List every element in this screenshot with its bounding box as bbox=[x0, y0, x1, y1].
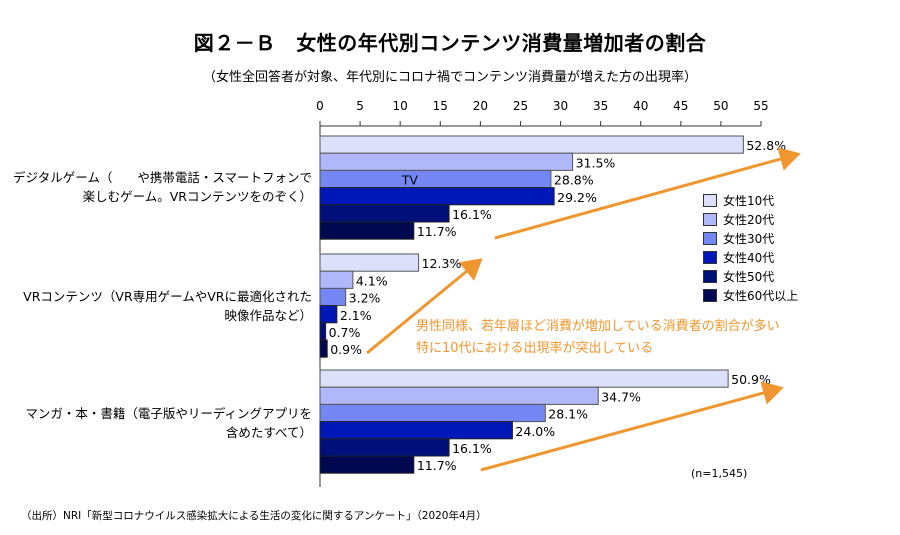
bar bbox=[319, 403, 546, 423]
legend-label: 女性50代 bbox=[723, 270, 775, 284]
x-tick-label: 15 bbox=[433, 99, 448, 113]
legend-swatch bbox=[703, 251, 717, 264]
bar bbox=[319, 287, 347, 307]
bar bbox=[319, 305, 338, 324]
trend-arrow bbox=[494, 147, 801, 240]
bar bbox=[319, 169, 552, 189]
data-label: 16.1% bbox=[452, 207, 492, 222]
legend-item: 女性30代 bbox=[703, 229, 798, 248]
annotation-line: 男性同様、若年層ほど消費が増加している消費者の割合が多い bbox=[416, 319, 780, 334]
annotation-text: 男性同様、若年層ほど消費が増加している消費者の割合が多い 特に10代における出現… bbox=[416, 316, 780, 360]
bar bbox=[319, 386, 599, 405]
category-label-line: 含めたすべて） bbox=[225, 425, 312, 440]
bar bbox=[319, 322, 327, 341]
chart-title: 図２－Ｂ 女性の年代別コンテンツ消費量増加者の割合 bbox=[193, 31, 707, 55]
legend-swatch bbox=[703, 194, 717, 207]
source-note: （出所）NRI「新型コロナウイルス感染拡大による生活の変化に関するアンケート」（… bbox=[21, 510, 487, 522]
bar bbox=[319, 270, 354, 289]
category-label-line: デジタルゲーム（ や携帯電話・スマートフォンで bbox=[12, 170, 312, 185]
bar bbox=[319, 221, 415, 240]
data-label: 12.3% bbox=[422, 256, 462, 271]
data-label: 34.7% bbox=[601, 389, 641, 404]
category-label-line: マンガ・本・書籍（電子版やリーディングアプリを bbox=[25, 406, 312, 421]
legend-item: 女性20代 bbox=[703, 210, 798, 229]
annotation-line: 特に10代における出現率が突出している bbox=[416, 341, 654, 356]
x-tick-label: 50 bbox=[713, 99, 728, 113]
bar bbox=[319, 339, 328, 358]
category-label-digital-game: デジタルゲーム（ や携帯電話・スマートフォンで 楽しむゲーム。VRコンテンツをの… bbox=[2, 168, 312, 206]
x-tick-label: 30 bbox=[553, 99, 568, 113]
legend-label: 女性20代 bbox=[723, 213, 775, 227]
bar bbox=[319, 421, 513, 440]
legend-item: 女性60代以上 bbox=[703, 286, 798, 305]
inbar-text: TV bbox=[401, 173, 419, 188]
data-label: 0.7% bbox=[329, 325, 361, 340]
category-label-line: VRコンテンツ（VR専用ゲームやVRに最適化された bbox=[23, 289, 312, 304]
data-label: 4.1% bbox=[356, 273, 388, 288]
legend-item: 女性50代 bbox=[703, 267, 798, 286]
category-label-manga-books: マンガ・本・書籍（電子版やリーディングアプリを 含めたすべて） bbox=[2, 404, 312, 442]
data-label: 0.9% bbox=[330, 342, 362, 357]
category-label-line: 楽しむゲーム。VRコンテンツをのぞく） bbox=[82, 189, 312, 204]
data-label: 52.8% bbox=[746, 138, 786, 153]
bar bbox=[319, 152, 574, 171]
data-label: 11.7% bbox=[417, 458, 457, 473]
data-label: 28.1% bbox=[548, 407, 588, 422]
bar bbox=[319, 253, 420, 272]
category-label-line: 映像作品など） bbox=[224, 308, 312, 323]
x-tick-label: 20 bbox=[473, 99, 488, 113]
bar bbox=[319, 455, 415, 474]
x-tick-label: 45 bbox=[673, 99, 688, 113]
x-tick-label: 55 bbox=[753, 99, 768, 113]
data-label: 31.5% bbox=[576, 155, 616, 170]
data-label: 16.1% bbox=[452, 441, 492, 456]
legend-swatch bbox=[703, 232, 717, 245]
data-label: 28.8% bbox=[554, 173, 594, 188]
x-tick-label: 40 bbox=[633, 99, 648, 113]
bar bbox=[319, 187, 555, 206]
legend: 女性10代 女性20代 女性30代 女性40代 女性50代 女性60代以上 bbox=[703, 191, 798, 305]
bar bbox=[319, 135, 744, 154]
legend-swatch bbox=[703, 213, 717, 226]
bar bbox=[319, 369, 729, 388]
data-label: 2.1% bbox=[340, 308, 372, 323]
data-label: 3.2% bbox=[349, 291, 381, 306]
legend-item: 女性40代 bbox=[703, 248, 798, 267]
data-label: 50.9% bbox=[731, 372, 771, 387]
trend-arrow bbox=[366, 258, 483, 355]
data-label: 11.7% bbox=[417, 224, 457, 239]
legend-label: 女性60代以上 bbox=[723, 289, 799, 303]
sample-size-note: (n=1,545) bbox=[691, 467, 748, 480]
bar bbox=[319, 204, 450, 223]
legend-swatch bbox=[703, 289, 717, 302]
x-tick-label: 10 bbox=[393, 99, 408, 113]
legend-label: 女性10代 bbox=[723, 194, 775, 208]
category-label-vr: VRコンテンツ（VR専用ゲームやVRに最適化された 映像作品など） bbox=[2, 287, 312, 325]
x-tick-label: 5 bbox=[356, 99, 364, 113]
x-tick-label: 35 bbox=[593, 99, 608, 113]
legend-label: 女性40代 bbox=[723, 251, 775, 265]
legend-label: 女性30代 bbox=[723, 232, 775, 246]
legend-item: 女性10代 bbox=[703, 191, 798, 210]
x-tick-label: 25 bbox=[513, 99, 528, 113]
chart-subtitle: （女性全回答者が対象、年代別にコロナ禍でコンテンツ消費量が増えた方の出現率） bbox=[202, 70, 697, 85]
x-tick-label: 0 bbox=[316, 99, 324, 113]
bar bbox=[319, 438, 450, 457]
data-label: 29.2% bbox=[557, 190, 597, 205]
trend-arrow bbox=[480, 381, 784, 472]
data-label: 24.0% bbox=[515, 424, 555, 439]
legend-swatch bbox=[703, 270, 717, 283]
